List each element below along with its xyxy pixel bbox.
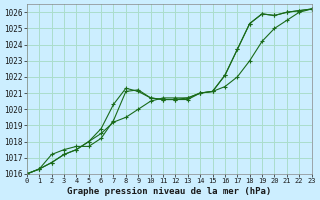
X-axis label: Graphe pression niveau de la mer (hPa): Graphe pression niveau de la mer (hPa) bbox=[67, 187, 271, 196]
